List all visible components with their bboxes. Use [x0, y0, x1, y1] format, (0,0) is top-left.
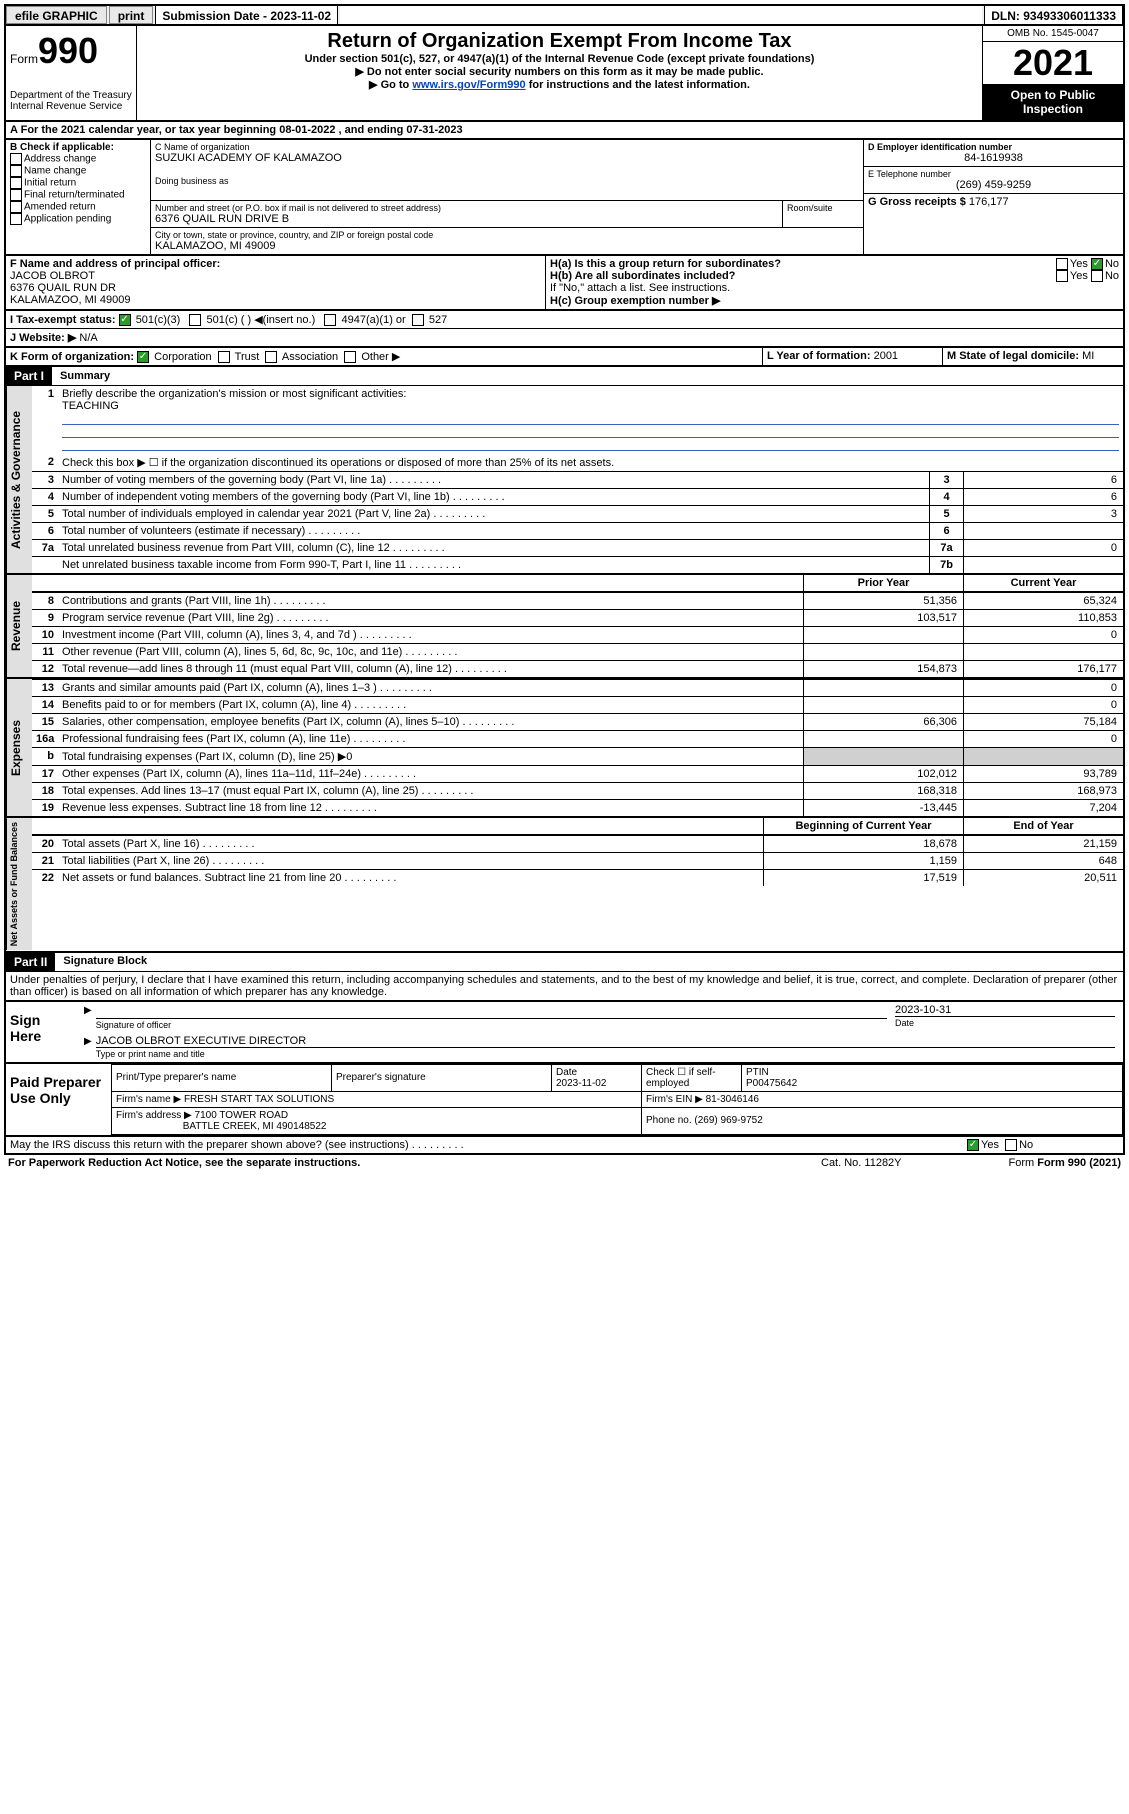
box-deg: D Employer identification number 84-1619… — [863, 140, 1123, 254]
top-bar: efile GRAPHIC print Submission Date - 20… — [4, 4, 1125, 26]
firm-ein: 81-3046146 — [706, 1094, 759, 1105]
department: Department of the Treasury Internal Reve… — [10, 90, 132, 112]
firm-phone: (269) 969-9752 — [694, 1115, 762, 1126]
block-b-g: B Check if applicable: Address change Na… — [4, 140, 1125, 256]
box-c: C Name of organization SUZUKI ACADEMY OF… — [151, 140, 863, 254]
topbar-spacer — [340, 6, 982, 24]
gross-receipts: 176,177 — [969, 196, 1009, 208]
mission: TEACHING — [62, 400, 119, 412]
phone: (269) 459-9259 — [868, 179, 1119, 191]
prep-date: 2023-11-02 — [556, 1078, 606, 1089]
vtab-revenue: Revenue — [6, 575, 32, 677]
state-domicile: MI — [1082, 350, 1094, 362]
form-label: Form — [10, 52, 38, 66]
preparer-table: Print/Type preparer's name Preparer's si… — [111, 1064, 1123, 1135]
part2-header: Part II — [6, 953, 55, 971]
form-subtitle: Under section 501(c), 527, or 4947(a)(1)… — [141, 53, 978, 65]
officer-typed-name: JACOB OLBROT EXECUTIVE DIRECTOR — [96, 1035, 1115, 1047]
box-h: H(a) Is this a group return for subordin… — [546, 256, 1123, 309]
paid-preparer-block: Paid Preparer Use Only Print/Type prepar… — [4, 1064, 1125, 1137]
header-right: OMB No. 1545-0047 2021 Open to Public In… — [983, 26, 1123, 120]
part-2: Part II Signature Block Under penalties … — [4, 953, 1125, 1002]
sign-date: 2023-10-31 — [895, 1004, 1115, 1016]
vtab-expenses: Expenses — [6, 679, 32, 816]
form-title: Return of Organization Exempt From Incom… — [141, 30, 978, 53]
page-footer: For Paperwork Reduction Act Notice, see … — [4, 1155, 1125, 1171]
omb-number: OMB No. 1545-0047 — [983, 26, 1123, 42]
irs-link[interactable]: www.irs.gov/Form990 — [412, 79, 525, 91]
officer-name: JACOB OLBROT — [10, 270, 541, 282]
org-name: SUZUKI ACADEMY OF KALAMAZOO — [155, 152, 859, 164]
submission-date: Submission Date - 2023-11-02 — [155, 6, 338, 24]
vtab-activities: Activities & Governance — [6, 386, 32, 573]
website: N/A — [79, 332, 97, 344]
sign-here-block: Sign Here Signature of officer 2023-10-3… — [4, 1002, 1125, 1064]
part-1: Part I Summary Activities & Governance 1… — [4, 367, 1125, 952]
box-b: B Check if applicable: Address change Na… — [6, 140, 151, 254]
ein: 84-1619938 — [868, 152, 1119, 164]
period-text: A For the 2021 calendar year, or tax yea… — [6, 122, 1123, 138]
header-mid: Return of Organization Exempt From Incom… — [136, 26, 983, 120]
firm-addr1: 7100 TOWER ROAD — [195, 1110, 289, 1121]
year-formation: 2001 — [874, 350, 898, 362]
form-note1: ▶ Do not enter social security numbers o… — [141, 65, 978, 78]
tax-year: 2021 — [983, 42, 1123, 84]
firm-name: FRESH START TAX SOLUTIONS — [184, 1094, 334, 1105]
perjury-declaration: Under penalties of perjury, I declare th… — [6, 972, 1123, 1000]
ptin: P00475642 — [746, 1078, 797, 1089]
dln: DLN: 93493306011333 — [984, 6, 1123, 24]
box-f: F Name and address of principal officer:… — [6, 256, 546, 309]
firm-addr2: BATTLE CREEK, MI 490148522 — [183, 1121, 327, 1132]
vtab-netassets: Net Assets or Fund Balances — [6, 818, 32, 950]
discuss-line: May the IRS discuss this return with the… — [4, 1137, 1125, 1155]
open-inspection: Open to Public Inspection — [983, 84, 1123, 120]
print-button[interactable]: print — [109, 6, 154, 24]
org-city: KALAMAZOO, MI 49009 — [155, 240, 859, 252]
line-a: A For the 2021 calendar year, or tax yea… — [4, 122, 1125, 140]
header-left: Form 990 Department of the Treasury Inte… — [6, 26, 136, 120]
form-number: 990 — [38, 30, 98, 72]
org-address: 6376 QUAIL RUN DRIVE B — [155, 213, 778, 225]
block-f-h: F Name and address of principal officer:… — [4, 256, 1125, 311]
part1-header: Part I — [6, 367, 52, 385]
efile-label: efile GRAPHIC — [6, 6, 107, 24]
form-header: Form 990 Department of the Treasury Inte… — [4, 26, 1125, 122]
block-klm: K Form of organization: ✓ Corporation Tr… — [4, 348, 1125, 367]
form-note2: ▶ Go to www.irs.gov/Form990 for instruct… — [141, 78, 978, 91]
block-i-j: I Tax-exempt status: ✓ 501(c)(3) 501(c) … — [4, 311, 1125, 348]
